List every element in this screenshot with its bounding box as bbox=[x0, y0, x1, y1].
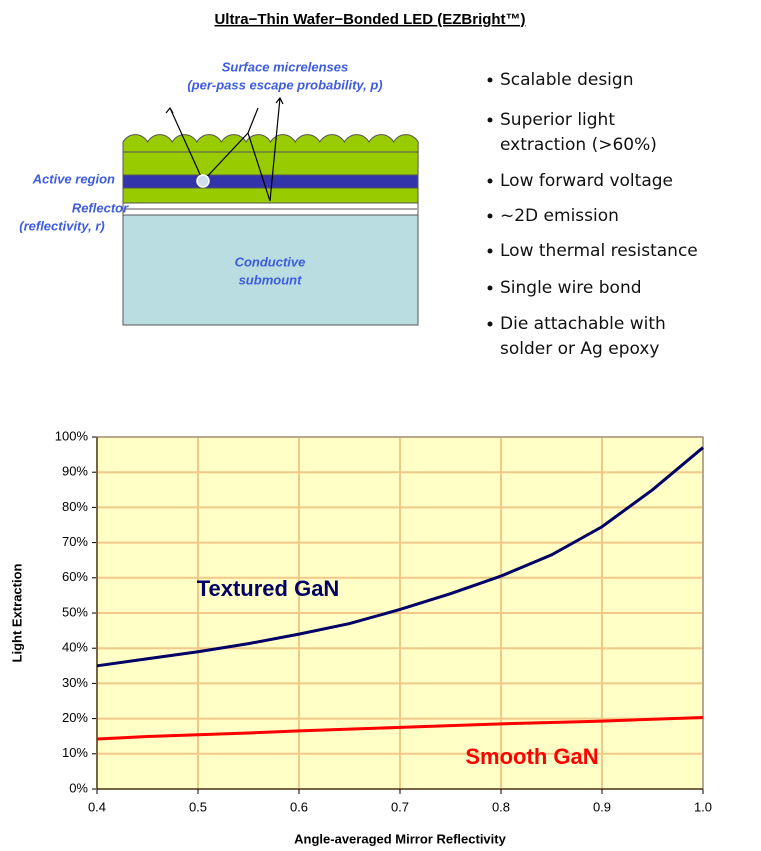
chart: 0% 10% 20% 30% 40% 50% 60% 70% 80% 90% 100% 0.4 0.5 0… bbox=[9, 428, 712, 846]
bullet-dot bbox=[487, 77, 493, 83]
x-tick-label: 0.7 bbox=[391, 799, 409, 814]
y-tick-label: 60% bbox=[62, 569, 88, 584]
data-line bbox=[96, 716, 704, 741]
led-diagram: Surface micrelenses (per-pass escape pro… bbox=[19, 59, 419, 326]
y-tick-label: 30% bbox=[62, 675, 88, 690]
y-tick-label: 50% bbox=[62, 604, 88, 619]
bullet-list: Scalable design Superior light extraction … bbox=[487, 70, 698, 359]
bullet-dot bbox=[487, 248, 493, 254]
emitter bbox=[196, 174, 210, 188]
y-tick-label: 40% bbox=[62, 640, 88, 655]
y-tick-label: 80% bbox=[62, 499, 88, 514]
rays bbox=[165, 96, 284, 202]
bullet-dot bbox=[487, 117, 493, 123]
bullet-text: ~2D emission bbox=[500, 206, 619, 226]
y-tick-label: 20% bbox=[62, 710, 88, 725]
reflector-label: Reflector bbox=[72, 200, 129, 215]
bullet-dot bbox=[487, 213, 493, 219]
surface-label: Surface micrelenses bbox=[222, 59, 348, 74]
series-label: Smooth GaN bbox=[465, 744, 598, 769]
bullet-text: Low forward voltage bbox=[500, 171, 673, 191]
bullet-text: solder or Ag epoxy bbox=[500, 339, 660, 359]
y-axis-title: Light Extraction bbox=[9, 563, 24, 662]
x-axis-title: Angle-averaged Mirror Reflectivity bbox=[294, 831, 506, 846]
bullet-text: Superior light bbox=[500, 110, 615, 130]
bullet-dot bbox=[487, 285, 493, 291]
x-tick-label: 1.0 bbox=[694, 799, 712, 814]
x-tick-label: 0.9 bbox=[593, 799, 611, 814]
ray bbox=[247, 107, 259, 134]
submount-label: submount bbox=[239, 272, 302, 287]
bullet-text: Low thermal resistance bbox=[500, 241, 698, 261]
x-tick-label: 0.4 bbox=[88, 799, 106, 814]
ray bbox=[202, 96, 284, 202]
y-tick-label: 10% bbox=[62, 745, 88, 760]
ray bbox=[165, 106, 204, 182]
bullet-dot bbox=[487, 178, 493, 184]
submount-label: Conductive bbox=[235, 254, 306, 269]
series-label: Textured GaN bbox=[197, 576, 340, 601]
x-tick-label: 0.5 bbox=[189, 799, 207, 814]
bullet-dot bbox=[487, 321, 493, 327]
y-tick-label: 90% bbox=[62, 464, 88, 479]
bullet-text: Scalable design bbox=[500, 70, 633, 90]
bullet-text: Single wire bond bbox=[500, 278, 642, 298]
x-tick-label: 0.6 bbox=[290, 799, 308, 814]
active-layer bbox=[122, 174, 419, 189]
surface-label: (per-pass escape probability, p) bbox=[187, 77, 382, 92]
y-tick-label: 70% bbox=[62, 534, 88, 549]
top-layer bbox=[122, 134, 419, 176]
bullet-text: extraction (>60%) bbox=[500, 135, 657, 155]
data-line bbox=[96, 446, 704, 668]
submount bbox=[122, 214, 419, 326]
y-tick-label: 100% bbox=[55, 428, 89, 443]
title: Ultra−Thin Wafer−Bonded LED (EZBright™) bbox=[214, 11, 525, 28]
x-tick-label: 0.8 bbox=[492, 799, 510, 814]
y-tick-label: 0% bbox=[69, 780, 88, 795]
bullet-text: Die attachable with bbox=[500, 314, 666, 334]
reflector-label: (reflectivity, r) bbox=[19, 218, 105, 233]
active-label: Active region bbox=[32, 171, 115, 186]
